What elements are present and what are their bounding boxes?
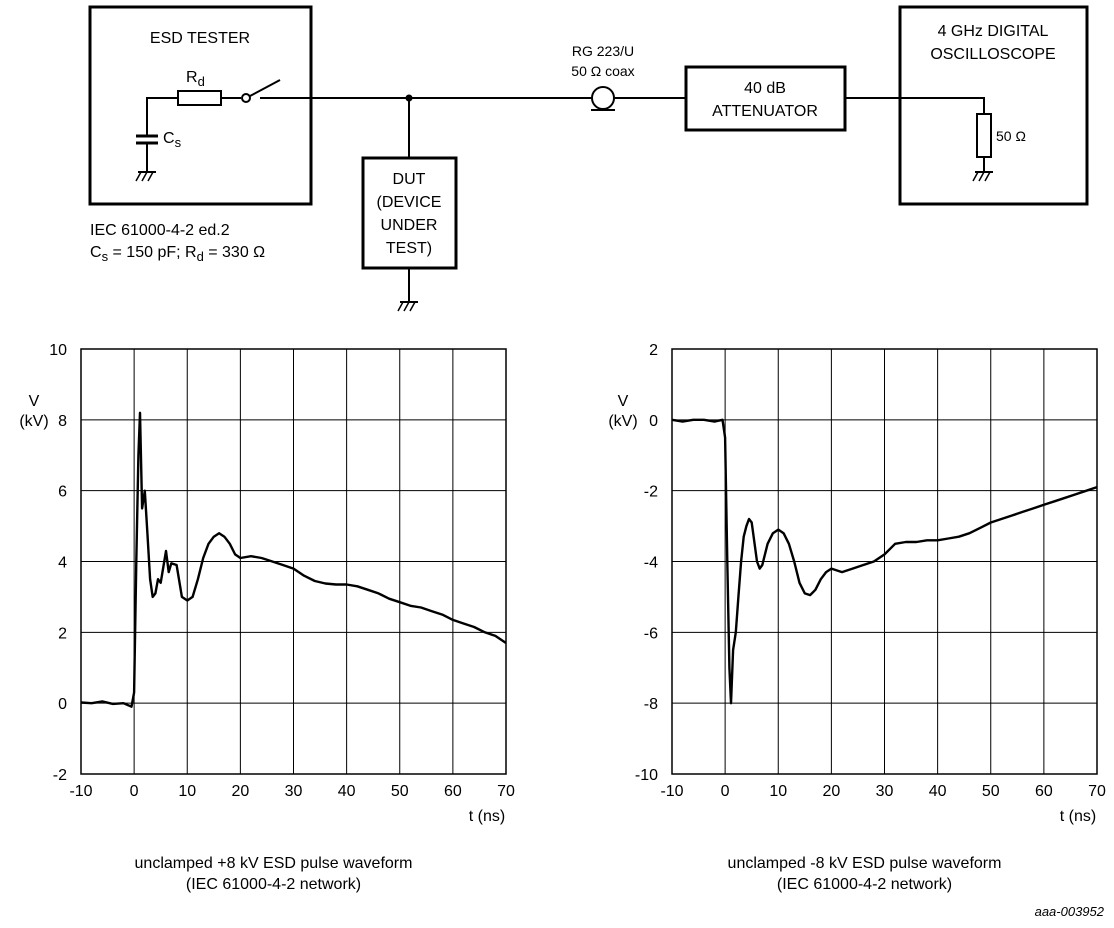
attenuator-label-line: ATTENUATOR <box>712 103 818 120</box>
x-tick-label: 10 <box>769 783 787 800</box>
x-tick-label: 20 <box>231 783 249 800</box>
component-values-line: Cs = 150 pF; Rd = 330 Ω <box>90 244 265 264</box>
dut-label-line: UNDER <box>381 217 438 234</box>
x-tick-label: 0 <box>721 783 730 800</box>
y-tick-label: 0 <box>58 696 67 713</box>
oscilloscope-block: 4 GHz DIGITAL OSCILLOSCOPE 50 Ω <box>898 5 1089 206</box>
x-tick-label: 30 <box>285 783 303 800</box>
y-tick-label: -10 <box>635 767 658 784</box>
oscilloscope-label-line: 4 GHz DIGITAL <box>938 23 1049 40</box>
x-tick-label: 60 <box>444 783 462 800</box>
dut-block: DUT (DEVICE UNDER TEST) <box>361 156 458 312</box>
x-tick-label: 20 <box>822 783 840 800</box>
dut-label-line: (DEVICE <box>377 194 442 211</box>
x-tick-label: 30 <box>876 783 894 800</box>
esd-tester-title: ESD TESTER <box>150 30 250 47</box>
figure-code: aaa-003952 <box>1035 904 1105 919</box>
switch-blade <box>249 79 281 97</box>
scope-input-wire <box>900 97 985 114</box>
y-axis-label: V <box>29 393 40 410</box>
y-tick-label: 2 <box>58 625 67 642</box>
scope-resistor-label: 50 Ω <box>996 128 1026 144</box>
y-tick-label: -2 <box>53 767 67 784</box>
oscilloscope-box <box>898 5 1089 206</box>
chart-caption-line: (IEC 61000-4-2 network) <box>186 876 361 893</box>
esd-tester-block: ESD TESTER Rd Cs <box>88 5 313 206</box>
y-axis-unit: (kV) <box>19 413 48 430</box>
coax-label-line: RG 223/U <box>572 43 634 59</box>
y-tick-label: 8 <box>58 413 67 430</box>
y-axis-unit: (kV) <box>608 413 637 430</box>
waveform-series-line <box>671 418 1098 705</box>
switch-pivot <box>241 93 251 103</box>
y-axis-label: V <box>618 393 629 410</box>
tester-left-wire <box>146 97 178 135</box>
plot-frame <box>80 348 507 775</box>
x-tick-label: 0 <box>130 783 139 800</box>
y-tick-label: 4 <box>58 555 67 572</box>
dut-box <box>361 156 458 270</box>
attenuator-box <box>684 65 847 132</box>
attenuator-label-line: 40 dB <box>744 80 786 97</box>
tester-ground-icon <box>135 171 156 182</box>
oscilloscope-label-line: OSCILLOSCOPE <box>930 46 1055 63</box>
y-tick-label: -8 <box>644 696 658 713</box>
x-tick-label: 40 <box>929 783 947 800</box>
y-tick-label: 10 <box>49 342 67 359</box>
x-tick-label: 50 <box>982 783 1000 800</box>
coax-icon <box>591 86 615 110</box>
plot-frame <box>671 348 1098 775</box>
x-tick-label: 40 <box>338 783 356 800</box>
dut-ground-icon <box>397 301 418 312</box>
x-axis-label: t (ns) <box>469 808 505 825</box>
dut-label-line: TEST) <box>386 240 432 257</box>
dut-label-line: DUT <box>393 171 426 188</box>
x-tick-label: -10 <box>69 783 92 800</box>
rd-label: Rd <box>186 69 205 89</box>
y-tick-label: -2 <box>644 484 658 501</box>
x-tick-label: 10 <box>178 783 196 800</box>
scope-ground-icon <box>972 171 993 182</box>
x-tick-label: 60 <box>1035 783 1053 800</box>
attenuator-block: 40 dB ATTENUATOR <box>684 65 847 132</box>
chart-caption-line: unclamped +8 kV ESD pulse waveform <box>135 855 413 872</box>
y-tick-label: -6 <box>644 625 658 642</box>
waveform-series-line <box>80 411 507 708</box>
chart-caption-line: (IEC 61000-4-2 network) <box>777 876 952 893</box>
x-tick-label: -10 <box>660 783 683 800</box>
y-tick-label: 2 <box>649 342 658 359</box>
chart-caption-line: unclamped -8 kV ESD pulse waveform <box>728 855 1002 872</box>
x-axis-label: t (ns) <box>1060 808 1096 825</box>
cs-label: Cs <box>163 130 182 150</box>
y-tick-label: 0 <box>649 413 658 430</box>
coax-label-line: 50 Ω coax <box>571 63 634 79</box>
y-tick-label: -4 <box>644 555 658 572</box>
rd-resistor <box>177 90 222 106</box>
scope-50ohm-resistor <box>976 113 992 158</box>
x-tick-label: 70 <box>497 783 515 800</box>
y-tick-label: 6 <box>58 484 67 501</box>
x-tick-label: 70 <box>1088 783 1106 800</box>
iec-standard-line: IEC 61000-4-2 ed.2 <box>90 222 230 239</box>
x-tick-label: 50 <box>391 783 409 800</box>
